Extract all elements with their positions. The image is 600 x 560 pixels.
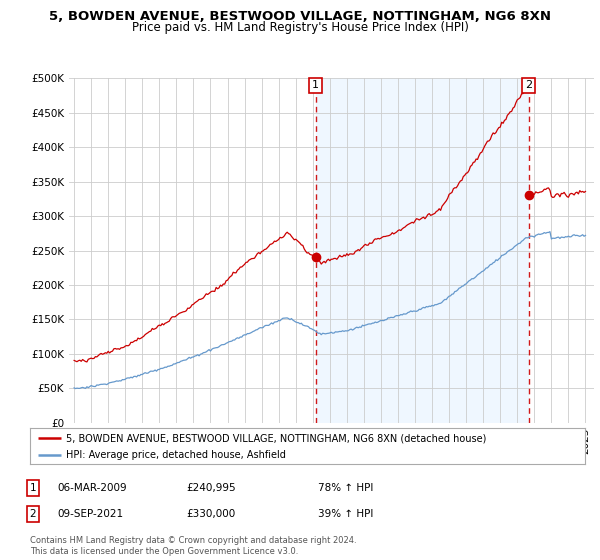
Text: £240,995: £240,995	[186, 483, 236, 493]
Bar	[316, 78, 529, 423]
Text: 5, BOWDEN AVENUE, BESTWOOD VILLAGE, NOTTINGHAM, NG6 8XN: 5, BOWDEN AVENUE, BESTWOOD VILLAGE, NOTT…	[49, 10, 551, 23]
Text: 5, BOWDEN AVENUE, BESTWOOD VILLAGE, NOTTINGHAM, NG6 8XN (detached house): 5, BOWDEN AVENUE, BESTWOOD VILLAGE, NOTT…	[66, 433, 487, 444]
Text: 06-MAR-2009: 06-MAR-2009	[57, 483, 127, 493]
Text: 2: 2	[525, 80, 532, 90]
Text: 09-SEP-2021: 09-SEP-2021	[57, 509, 123, 519]
Text: Price paid vs. HM Land Registry's House Price Index (HPI): Price paid vs. HM Land Registry's House …	[131, 21, 469, 34]
Text: 78% ↑ HPI: 78% ↑ HPI	[318, 483, 373, 493]
Text: 39% ↑ HPI: 39% ↑ HPI	[318, 509, 373, 519]
Text: £330,000: £330,000	[186, 509, 235, 519]
Text: 1: 1	[312, 80, 319, 90]
Text: 2: 2	[29, 509, 37, 519]
Text: HPI: Average price, detached house, Ashfield: HPI: Average price, detached house, Ashf…	[66, 450, 286, 460]
Text: Contains HM Land Registry data © Crown copyright and database right 2024.
This d: Contains HM Land Registry data © Crown c…	[30, 536, 356, 556]
Text: 1: 1	[29, 483, 37, 493]
